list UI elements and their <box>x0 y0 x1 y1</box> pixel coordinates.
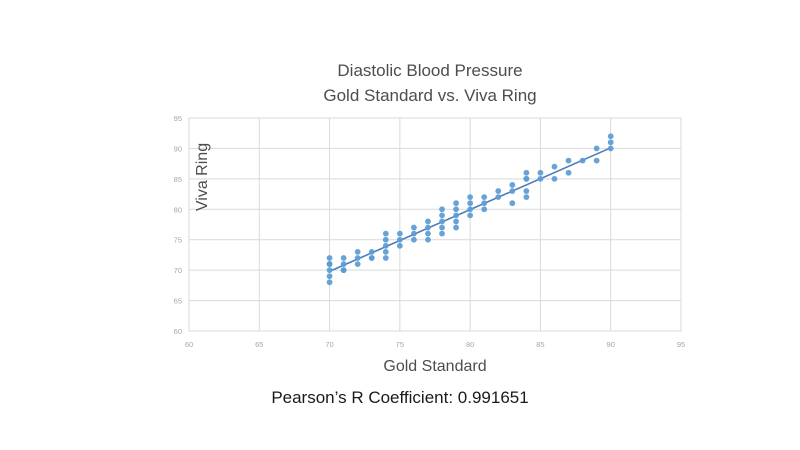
data-point <box>593 145 600 152</box>
data-point <box>326 267 333 274</box>
data-point <box>396 242 403 249</box>
y-tick-label: 65 <box>174 297 182 306</box>
x-tick-label: 65 <box>255 340 263 349</box>
y-axis-title: Viva Ring <box>194 142 211 212</box>
data-point <box>551 163 558 170</box>
data-point <box>607 139 614 146</box>
x-tick-label: 85 <box>536 340 544 349</box>
data-point <box>425 218 431 225</box>
data-point <box>439 224 445 231</box>
data-point <box>467 206 474 213</box>
data-point <box>481 200 488 207</box>
data-point <box>354 255 361 261</box>
data-point <box>411 224 417 231</box>
data-point <box>382 236 389 243</box>
y-tick-label: 80 <box>174 205 182 214</box>
data-point <box>509 188 516 194</box>
data-point <box>396 236 403 243</box>
x-tick-label: 60 <box>185 340 193 349</box>
data-point <box>523 175 530 182</box>
x-tick-label: 80 <box>466 340 474 349</box>
data-point <box>382 242 389 249</box>
y-tick-label: 85 <box>174 175 182 184</box>
data-point <box>495 194 502 201</box>
data-point <box>368 255 375 261</box>
x-tick-label: 95 <box>677 340 685 349</box>
data-point <box>326 273 333 280</box>
chart-title-line-2: Gold Standard vs. Viva Ring <box>323 86 537 105</box>
data-point <box>481 206 488 213</box>
data-point <box>453 212 459 219</box>
data-point <box>495 188 502 194</box>
y-tick-label: 75 <box>174 236 182 245</box>
data-point <box>425 230 431 237</box>
data-point <box>481 194 488 201</box>
data-point <box>607 145 614 152</box>
x-tick-label: 70 <box>325 340 333 349</box>
data-points <box>326 133 614 286</box>
data-point <box>439 218 445 225</box>
data-point <box>467 194 474 201</box>
data-point <box>382 230 389 237</box>
data-point <box>453 200 459 207</box>
data-point <box>509 182 516 188</box>
data-point <box>467 212 474 219</box>
y-tick-label: 70 <box>174 266 182 275</box>
data-point <box>340 255 347 261</box>
data-point <box>411 236 417 243</box>
x-tick-label: 90 <box>607 340 615 349</box>
x-tick-label: 75 <box>396 340 404 349</box>
y-axis-tick-labels: 60 65 70 75 80 85 90 95 <box>174 114 182 336</box>
data-point <box>425 236 431 243</box>
data-point <box>523 188 530 194</box>
data-point <box>368 248 375 255</box>
data-point <box>453 218 459 225</box>
y-tick-label: 60 <box>174 327 182 336</box>
data-point <box>396 230 403 237</box>
data-point <box>593 157 600 164</box>
data-point <box>509 200 516 207</box>
data-point <box>382 248 389 255</box>
data-point <box>354 248 361 255</box>
data-point <box>340 267 347 274</box>
chart-title: Diastolic Blood Pressure Gold Standard v… <box>180 58 680 108</box>
data-point <box>537 175 544 182</box>
plot-border <box>188 117 682 332</box>
data-point <box>326 261 333 267</box>
data-point <box>579 157 586 164</box>
data-point <box>425 224 431 231</box>
data-point <box>326 255 333 261</box>
data-point <box>439 206 445 213</box>
data-point <box>382 255 389 261</box>
data-point <box>326 279 333 286</box>
data-point <box>565 157 572 164</box>
data-point <box>453 224 459 231</box>
x-axis-title: Gold Standard <box>383 358 487 375</box>
y-tick-label: 95 <box>174 114 182 123</box>
plot-frame <box>188 117 682 332</box>
data-point <box>565 169 572 176</box>
data-point <box>354 261 361 267</box>
data-point <box>523 194 530 201</box>
data-point <box>551 175 558 182</box>
data-point <box>607 133 614 140</box>
data-point <box>340 261 347 267</box>
data-point <box>467 200 474 207</box>
data-point <box>523 169 530 176</box>
data-point <box>411 230 417 237</box>
data-point <box>439 212 445 219</box>
y-tick-label: 90 <box>174 144 182 153</box>
data-point <box>537 169 544 176</box>
chart-title-line-1: Diastolic Blood Pressure <box>337 61 523 80</box>
x-axis-tick-labels: 60 65 70 75 80 85 90 95 <box>185 340 685 349</box>
pearson-r-caption: Pearson’s R Coefficient: 0.991651 <box>271 388 529 407</box>
data-point <box>439 230 445 237</box>
data-point <box>453 206 459 213</box>
